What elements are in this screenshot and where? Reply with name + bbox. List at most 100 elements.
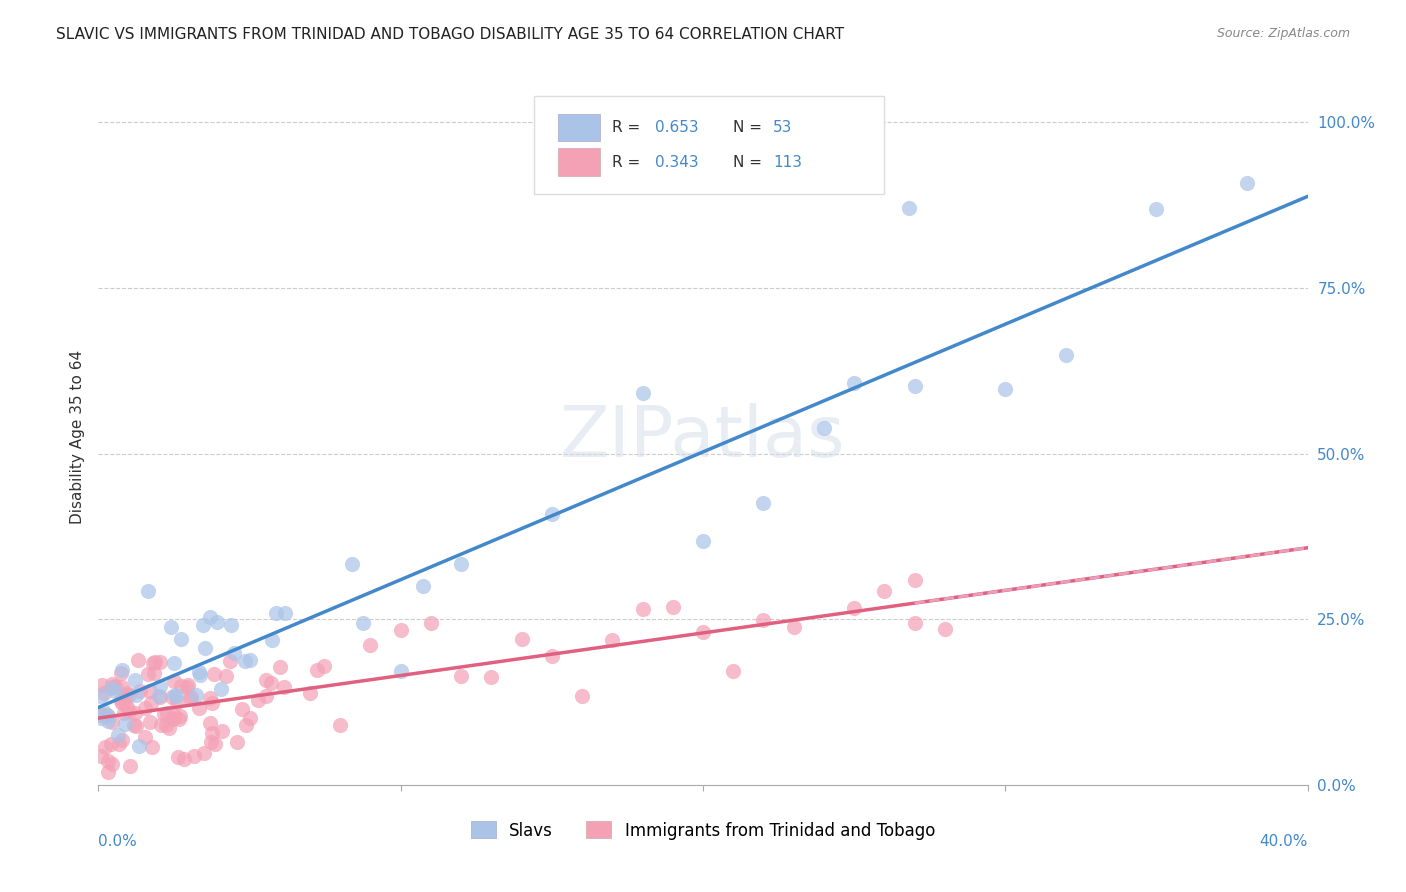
Point <box>450 668 472 682</box>
Text: N =: N = <box>734 120 768 135</box>
Point <box>692 625 714 640</box>
Point <box>90 748 112 763</box>
Point <box>274 607 297 621</box>
Point <box>783 620 806 634</box>
Point <box>118 704 141 718</box>
Point <box>352 615 374 630</box>
Point <box>873 584 896 599</box>
Point <box>163 656 186 670</box>
Point <box>201 726 224 740</box>
Point <box>389 664 412 678</box>
Point <box>904 379 927 393</box>
Point <box>389 623 412 637</box>
Point <box>904 573 927 587</box>
Point <box>260 633 283 648</box>
Point <box>170 679 193 693</box>
Point <box>179 690 201 705</box>
Point <box>198 691 221 706</box>
Point <box>138 715 160 730</box>
Point <box>233 654 256 668</box>
Point <box>163 707 186 722</box>
Point <box>114 717 136 731</box>
Point <box>897 202 920 216</box>
Point <box>994 382 1017 396</box>
Point <box>170 632 193 647</box>
Point <box>141 739 163 754</box>
Point <box>904 615 927 630</box>
Point <box>631 385 654 400</box>
Point <box>142 666 165 681</box>
Point <box>103 680 125 694</box>
Text: 0.653: 0.653 <box>655 120 699 135</box>
Point <box>90 708 112 723</box>
Point <box>143 655 166 669</box>
Point <box>239 653 262 667</box>
Point <box>162 712 184 726</box>
Point <box>194 640 217 655</box>
Point <box>176 680 198 694</box>
Point <box>631 602 654 616</box>
Text: ZIPatlas: ZIPatlas <box>560 402 846 472</box>
Point <box>111 680 134 694</box>
Point <box>177 677 200 691</box>
Point <box>165 689 187 703</box>
Point <box>94 739 117 754</box>
Point <box>112 706 135 721</box>
Text: N =: N = <box>734 154 768 169</box>
Point <box>225 735 247 749</box>
Point <box>136 667 159 681</box>
Point <box>602 633 624 648</box>
Point <box>125 719 148 733</box>
Point <box>124 706 146 721</box>
Text: 0.343: 0.343 <box>655 154 699 169</box>
Point <box>187 701 209 715</box>
Point <box>111 696 134 710</box>
Point <box>149 690 172 705</box>
Point <box>269 660 291 674</box>
Point <box>222 646 245 660</box>
Point <box>193 746 215 760</box>
Point <box>111 663 134 677</box>
Point <box>571 689 593 703</box>
Point <box>254 673 277 688</box>
Point <box>120 759 142 773</box>
Point <box>1144 202 1167 216</box>
Point <box>129 684 152 698</box>
Point <box>163 673 186 688</box>
Point <box>163 689 186 703</box>
Point <box>117 688 139 702</box>
Point <box>166 695 188 709</box>
Point <box>93 705 115 719</box>
Point <box>752 613 775 627</box>
Point <box>169 708 191 723</box>
Point <box>114 692 136 706</box>
Point <box>97 754 120 768</box>
Point <box>231 701 253 715</box>
Point <box>209 682 232 697</box>
Point <box>160 620 183 634</box>
Point <box>235 717 257 731</box>
Point <box>136 583 159 598</box>
Point <box>128 739 150 753</box>
Point <box>90 690 112 704</box>
Point <box>124 673 146 687</box>
Point <box>198 609 221 624</box>
Point <box>254 689 277 703</box>
Point <box>100 757 122 772</box>
Point <box>752 496 775 510</box>
Point <box>723 665 745 679</box>
Text: Source: ZipAtlas.com: Source: ZipAtlas.com <box>1216 27 1350 40</box>
Point <box>191 618 214 632</box>
Point <box>167 750 190 764</box>
Point <box>124 718 146 732</box>
Point <box>246 693 269 707</box>
Point <box>104 684 127 698</box>
Point <box>111 733 134 747</box>
Point <box>211 724 233 739</box>
Point <box>205 615 228 629</box>
Point <box>450 558 472 572</box>
Point <box>107 728 129 742</box>
Point <box>91 678 114 692</box>
Point <box>134 701 156 715</box>
Point <box>90 711 112 725</box>
